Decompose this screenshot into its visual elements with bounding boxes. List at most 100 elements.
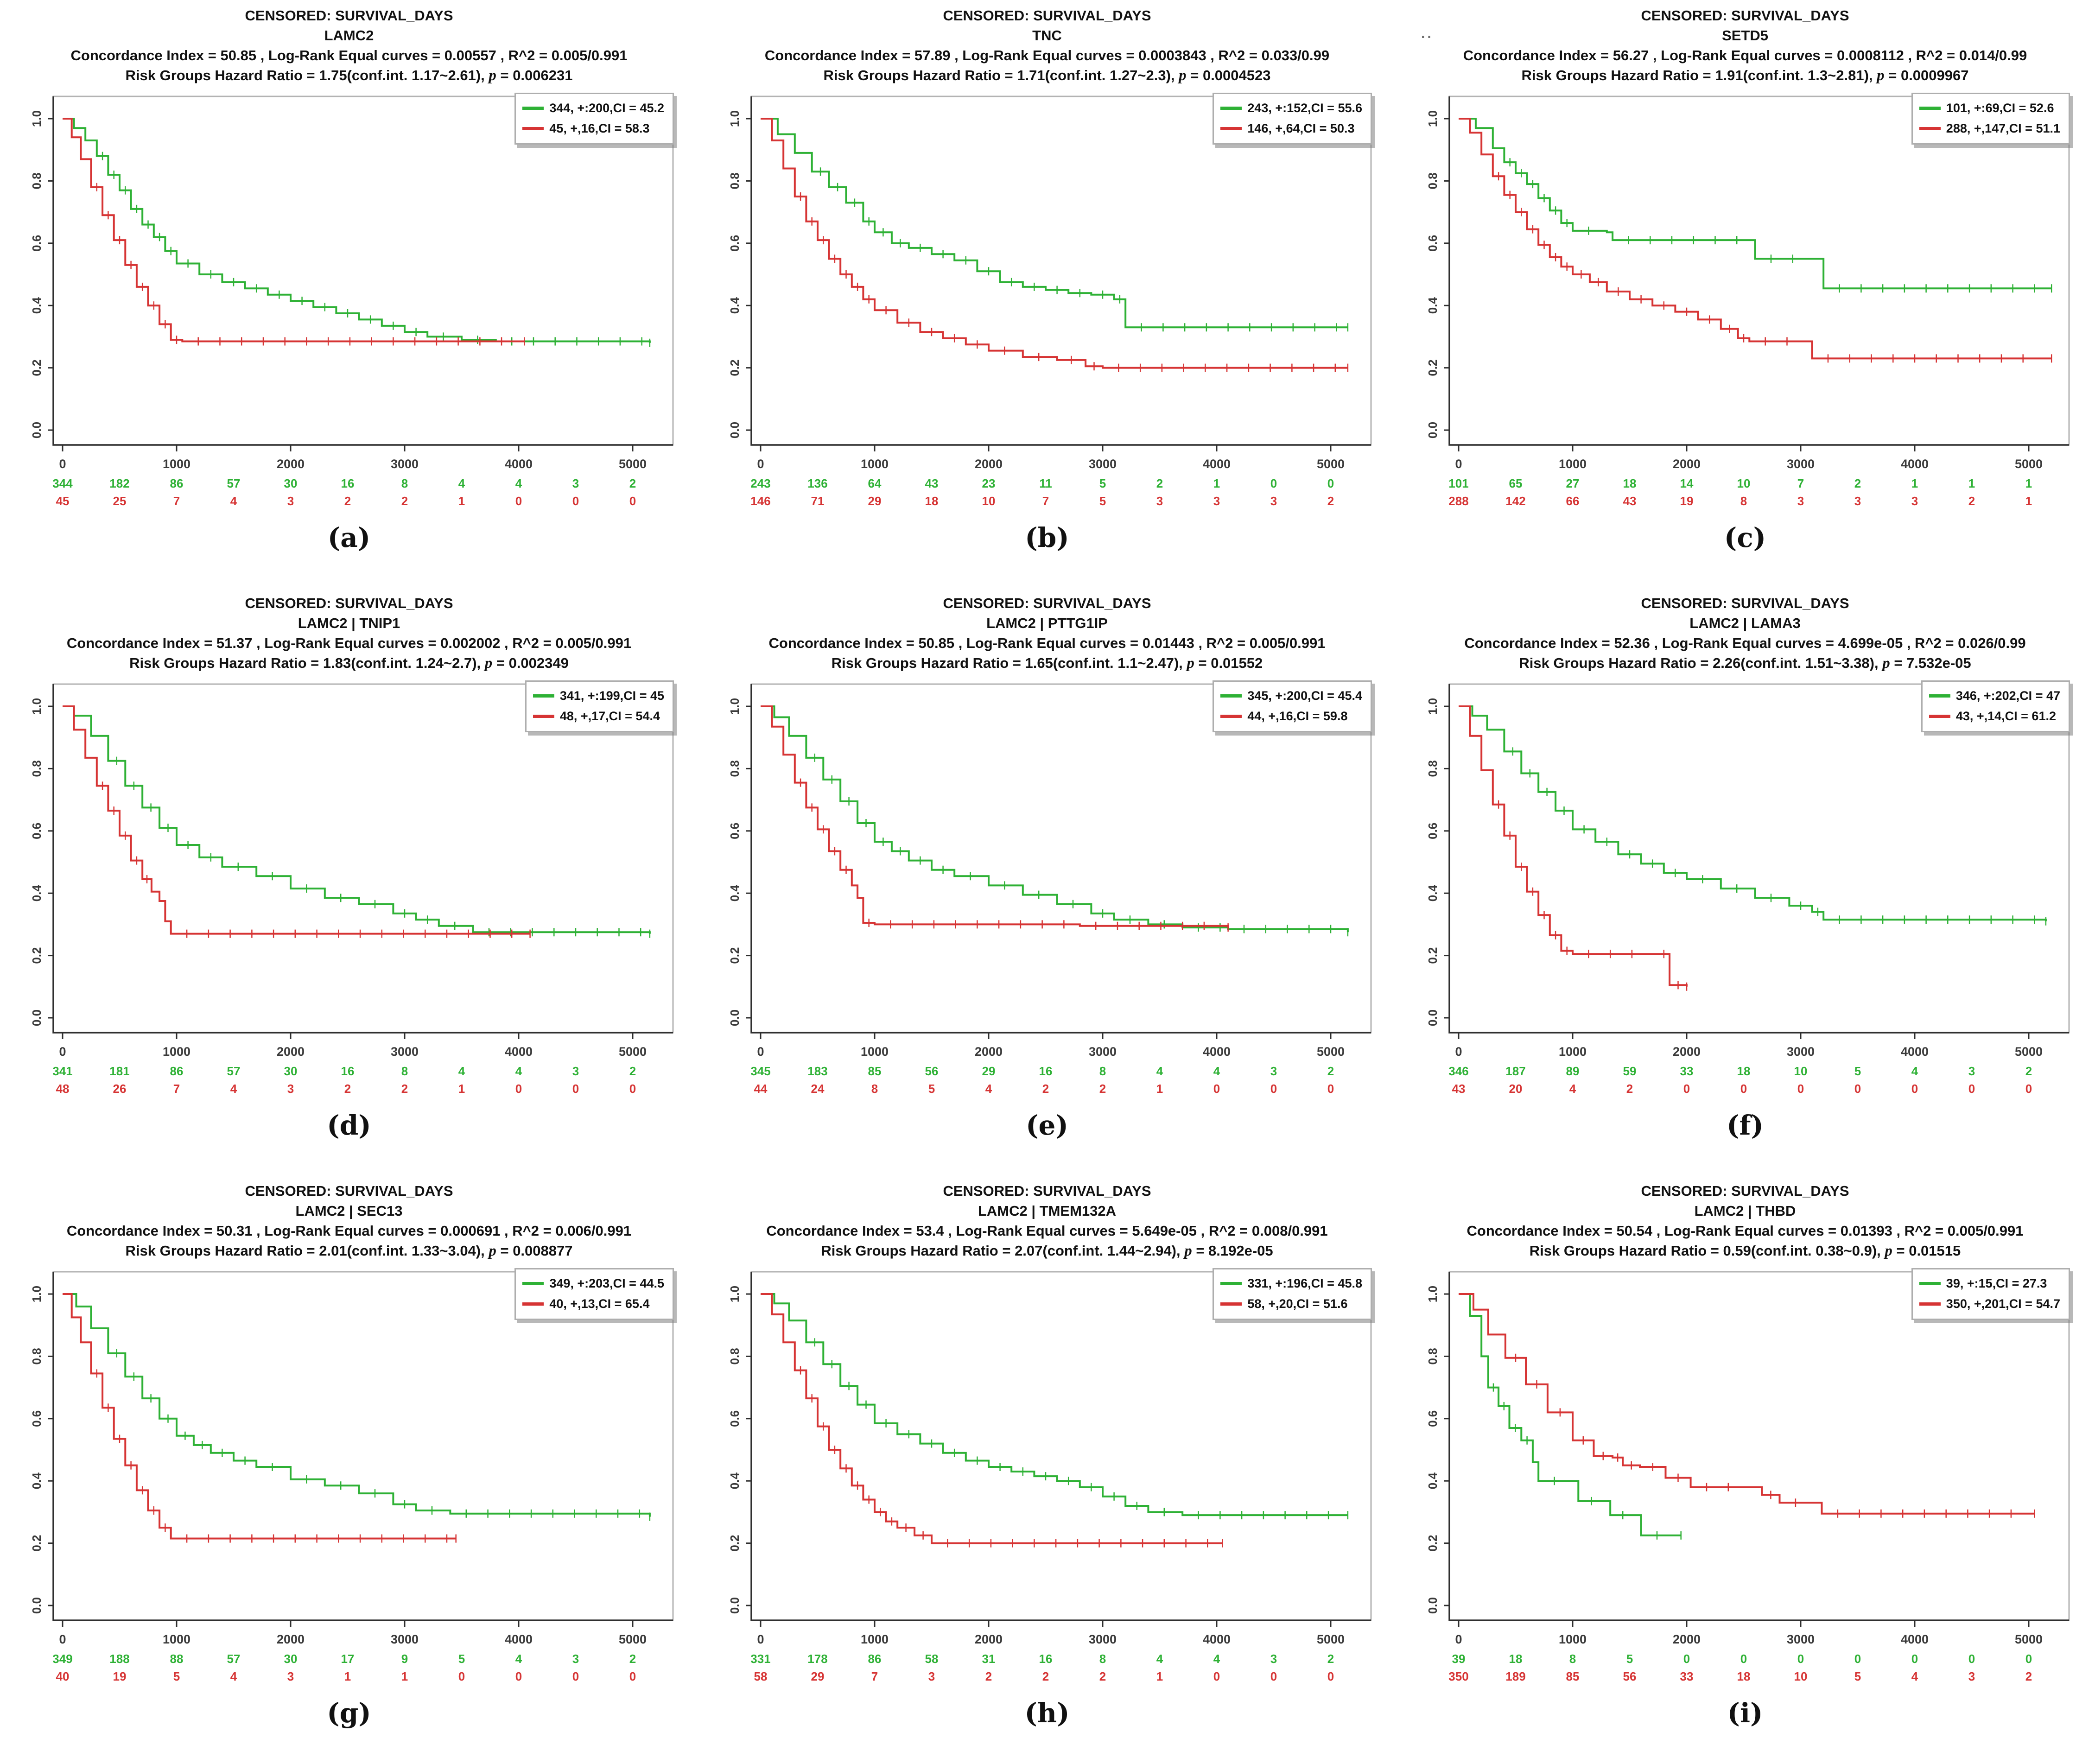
censor-ticks-green bbox=[116, 756, 651, 938]
censor-ticks-red bbox=[800, 778, 1229, 932]
plot-frame bbox=[52, 1271, 674, 1621]
km-plot-area: 0.0 0.2 0.4 0.6 0.8 1.0 0 1000 2000 3000 4000 5000 3… bbox=[1396, 675, 2094, 1106]
x-tick-label: 4000 bbox=[1203, 457, 1231, 471]
legend-row-green: 243, +:152,CI = 55.6 bbox=[1220, 98, 1362, 118]
risk-count-green: 1 bbox=[1213, 476, 1220, 490]
x-tick-label: 0 bbox=[59, 1045, 66, 1059]
p-value: = 0.0004523 bbox=[1186, 67, 1271, 83]
risk-count-red: 5 bbox=[1854, 1669, 1861, 1683]
hazard-text: Risk Groups Hazard Ratio = 2.26(conf.int… bbox=[1519, 655, 1883, 671]
km-plot-svg: 0.00.20.40.60.81.00 1000 2000 3000 4000 50003… bbox=[728, 1271, 1372, 1683]
km-panel: CENSORED: SURVIVAL_DAYS LAMC2 | TNIP1 Co… bbox=[0, 588, 698, 1175]
x-tick-label: 5000 bbox=[2015, 457, 2043, 471]
x-tick-label: 1000 bbox=[163, 1045, 190, 1059]
risk-count-green: 43 bbox=[925, 476, 939, 490]
p-symbol: p bbox=[489, 1243, 496, 1259]
y-tick-label: 0.6 bbox=[728, 823, 742, 839]
x-tick-label: 2000 bbox=[975, 457, 1003, 471]
risk-count-red: 29 bbox=[811, 1669, 825, 1683]
risk-count-green: 4 bbox=[458, 1064, 465, 1078]
p-symbol: p bbox=[484, 655, 493, 672]
y-tick-label: 0.2 bbox=[30, 947, 44, 964]
km-curve-red bbox=[761, 118, 1348, 369]
y-tick-label: 0.8 bbox=[30, 172, 44, 189]
hazard-text: Risk Groups Hazard Ratio = 0.59(conf.int… bbox=[1529, 1243, 1885, 1259]
y-tick-label: 0.2 bbox=[1426, 947, 1440, 964]
panel-label: (c) bbox=[1724, 522, 1766, 553]
legend-row-red: 58, +,20,CI = 51.6 bbox=[1220, 1294, 1362, 1314]
x-tick-label: 2000 bbox=[277, 457, 305, 471]
panel-header: CENSORED: SURVIVAL_DAYS LAMC2 | THBD Con… bbox=[1396, 1175, 2094, 1263]
x-tick-label: 4000 bbox=[1901, 1632, 1929, 1646]
risk-count-green: 101 bbox=[1448, 476, 1468, 490]
risk-count-green: 4 bbox=[1156, 1064, 1163, 1078]
risk-count-green: 0 bbox=[1797, 1652, 1804, 1666]
risk-count-red: 2 bbox=[1968, 494, 1975, 508]
y-tick-label: 0.4 bbox=[728, 1472, 742, 1490]
x-tick-label: 3000 bbox=[1089, 1632, 1117, 1646]
risk-count-green: 57 bbox=[227, 1652, 241, 1666]
panel-gene: LAMC2 bbox=[324, 27, 374, 44]
censor-ticks-red bbox=[96, 1369, 457, 1543]
plot-frame bbox=[1448, 95, 2070, 446]
hazard-text: Risk Groups Hazard Ratio = 1.65(conf.int… bbox=[831, 655, 1187, 671]
y-tick-label: 0.8 bbox=[30, 760, 44, 777]
x-tick-label: 4000 bbox=[1901, 457, 1929, 471]
km-plot-area: 0.0 0.2 0.4 0.6 0.8 1.0 0 1000 2000 3000 4000 5000 3… bbox=[698, 675, 1396, 1106]
legend-box: 331, +:196,CI = 45.8 58, +,20,CI = 51.6 bbox=[1213, 1268, 1372, 1320]
y-tick-label: 1.0 bbox=[1426, 1286, 1440, 1302]
legend-green-line-icon bbox=[533, 694, 554, 698]
y-tick-label: 0.0 bbox=[728, 422, 742, 438]
y-tick-label: 0.2 bbox=[728, 1535, 742, 1552]
censor-ticks-green bbox=[814, 1338, 1349, 1520]
censor-ticks-green bbox=[1512, 747, 2047, 926]
p-symbol: p bbox=[1882, 655, 1890, 672]
axis-lines bbox=[750, 684, 1371, 1034]
legend-row-green: 101, +:69,CI = 52.6 bbox=[1919, 98, 2060, 118]
risk-count-green: 8 bbox=[1569, 1652, 1576, 1666]
risk-count-green: 65 bbox=[1509, 476, 1523, 490]
p-symbol: p bbox=[1187, 655, 1194, 672]
legend-red-label: 146, +,64,CI = 50.3 bbox=[1247, 121, 1355, 135]
legend-box: 341, +:199,CI = 45 48, +,17,CI = 54.4 bbox=[525, 680, 674, 732]
risk-count-red: 2 bbox=[1042, 1669, 1049, 1683]
km-curve-green bbox=[63, 1293, 651, 1517]
risk-count-red: 18 bbox=[1737, 1669, 1751, 1683]
km-plot-svg: 0.00.20.40.60.81.00 1000 2000 3000 4000 50003… bbox=[1426, 683, 2070, 1096]
km-panel: CENSORED: SURVIVAL_DAYS SETD5 Concordanc… bbox=[1396, 0, 2094, 588]
risk-count-green: 182 bbox=[109, 476, 129, 490]
x-tick-label: 0 bbox=[757, 1045, 764, 1059]
censor-ticks-red bbox=[800, 192, 1349, 372]
km-curve-green bbox=[1459, 1293, 1681, 1536]
risk-count-green: 10 bbox=[1794, 1064, 1808, 1078]
panel-gene: TNC bbox=[1032, 27, 1062, 44]
plot-frame bbox=[750, 95, 1372, 446]
y-tick-label: 0.8 bbox=[1426, 1348, 1440, 1364]
risk-count-red: 44 bbox=[754, 1082, 768, 1096]
panel-stats-line: Concordance Index = 50.85 , Log-Rank Equ… bbox=[768, 635, 1326, 651]
y-tick-label: 0.6 bbox=[728, 1410, 742, 1427]
legend-green-label: 349, +:203,CI = 44.5 bbox=[549, 1276, 664, 1290]
risk-count-green: 0 bbox=[1854, 1652, 1861, 1666]
panel-title: CENSORED: SURVIVAL_DAYS bbox=[1641, 1183, 1849, 1199]
risk-count-green: 243 bbox=[750, 476, 770, 490]
y-tick-label: 0.2 bbox=[1426, 360, 1440, 376]
risk-count-red: 1 bbox=[1156, 1082, 1163, 1096]
x-tick-label: 4000 bbox=[1901, 1045, 1929, 1059]
x-tick-label: 0 bbox=[1455, 1632, 1462, 1646]
risk-count-green: 4 bbox=[1213, 1652, 1220, 1666]
axis-lines bbox=[52, 1272, 673, 1621]
legend-row-green: 345, +:200,CI = 45.4 bbox=[1220, 685, 1362, 706]
legend-row-red: 40, +,13,CI = 65.4 bbox=[522, 1294, 664, 1314]
risk-count-green: 16 bbox=[341, 1064, 355, 1078]
risk-count-red: 1 bbox=[401, 1669, 408, 1683]
risk-count-green: 39 bbox=[1452, 1652, 1466, 1666]
risk-count-green: 86 bbox=[868, 1652, 882, 1666]
risk-count-red: 146 bbox=[750, 494, 770, 508]
panel-title: CENSORED: SURVIVAL_DAYS bbox=[943, 7, 1151, 24]
y-tick-label: 0.0 bbox=[1426, 1597, 1440, 1614]
y-tick-label: 1.0 bbox=[30, 698, 44, 715]
legend-row-red: 44, +,16,CI = 59.8 bbox=[1220, 706, 1362, 726]
risk-count-green: 9 bbox=[401, 1652, 408, 1666]
risk-count-green: 4 bbox=[1213, 1064, 1220, 1078]
